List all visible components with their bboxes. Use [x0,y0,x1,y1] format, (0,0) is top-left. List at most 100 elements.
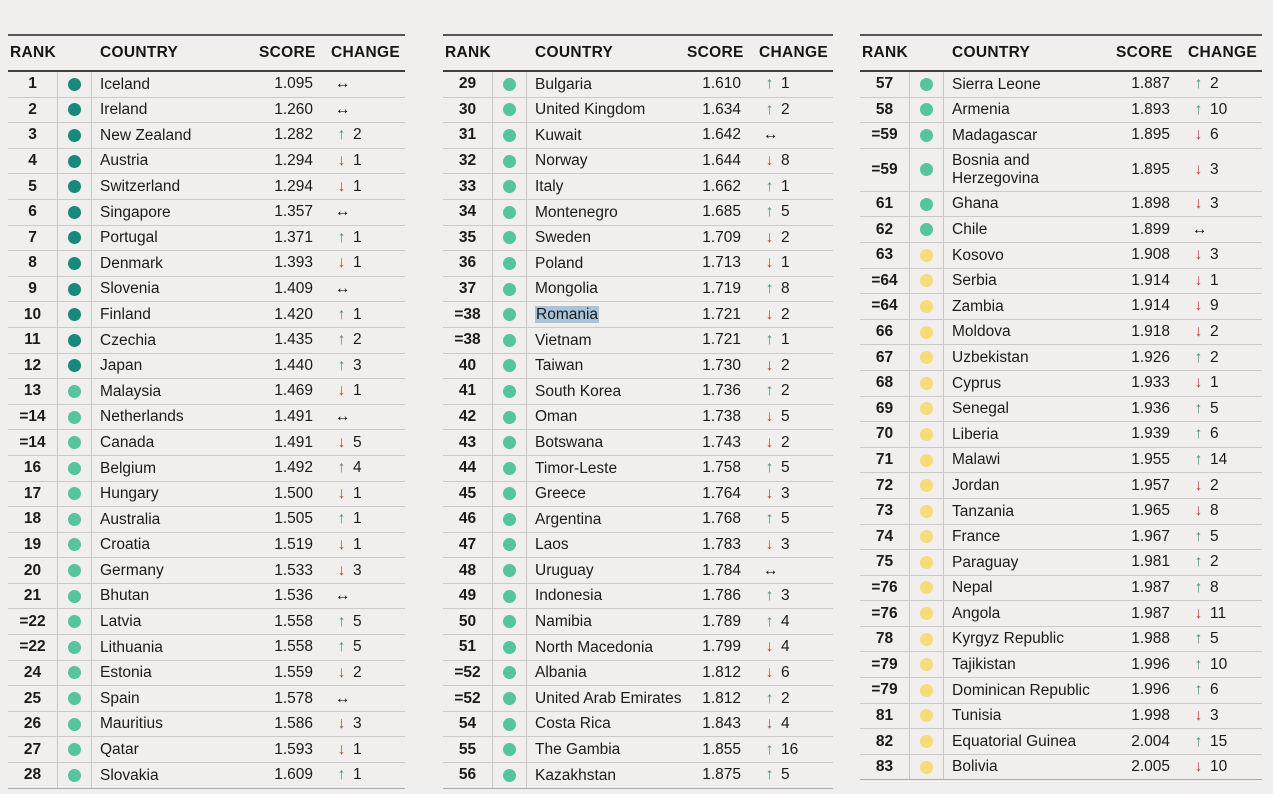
country-cell: Indonesia [527,584,687,609]
table-row: =52 United Arab Emirates 1.812 ↑ 2 [443,685,833,711]
rank-change-value: 1 [1210,374,1219,392]
rank-cell: 75 [860,550,910,575]
peace-tier-dot [920,479,933,493]
country-label: Malawi [952,451,1001,469]
tier-dot-cell [58,763,92,788]
rank-down-arrow-icon: ↓ [337,254,346,272]
rank-cell: 74 [860,524,910,550]
country-cell: Bhutan [92,584,259,609]
peace-tier-dot [68,205,81,219]
rank-change-value: 3 [781,535,790,553]
country-label: Costa Rica [535,715,611,733]
tier-dot-cell [910,550,944,575]
peace-tier-dot [503,205,516,219]
peace-tier-dot [68,359,81,373]
score-cell: 1.420 [274,305,313,323]
tier-dot-cell [493,174,527,199]
country-cell: United Kingdom [527,98,687,123]
country-cell: Ireland [92,98,259,123]
country-cell: Serbia [944,269,1116,294]
rank-change-value: 3 [1210,195,1219,213]
tier-dot-cell [58,72,92,97]
tier-dot-cell [58,711,92,737]
change-cell: ↑ 10 [1186,652,1262,677]
peace-tier-dot [503,743,516,757]
country-label: Switzerland [100,177,181,195]
change-cell: ↓ 1 [1186,269,1262,294]
rank-change-value: 5 [1210,399,1219,417]
change-cell: ↑ 5 [1186,397,1262,422]
score-cell: 1.609 [274,766,313,784]
tier-dot-cell [910,319,944,345]
change-column-header: CHANGE [1188,44,1257,61]
change-cell: ↓ 1 [757,251,833,276]
peace-tier-dot [920,683,933,697]
peace-tier-dot [920,735,933,749]
change-cell: ↑ 4 [757,609,833,634]
rank-change-value: 4 [781,715,790,733]
score-cell: 1.500 [274,484,313,502]
table-row: 40 Taiwan 1.730 ↓ 2 [443,352,833,379]
table-row: 74 France 1.967 ↑ 5 [860,523,1262,550]
peace-tier-dot [503,436,516,450]
change-cell: ↑ 5 [757,763,833,788]
tier-dot-cell [493,404,527,430]
rank-change-value: 1 [353,740,362,758]
country-cell: Kosovo [944,243,1116,268]
country-label: Kazakhstan [535,766,616,784]
change-cell: ↔ [329,405,405,430]
rank-cell: 8 [8,251,58,276]
country-cell: Mauritius [92,712,259,737]
score-cell: 1.721 [702,331,741,349]
rank-cell: 82 [860,729,910,754]
rank-change-value: 2 [353,663,362,681]
score-cell: 1.998 [1131,706,1170,724]
peace-tier-dot [503,308,516,322]
peace-tier-dot [68,487,81,501]
score-cell: 1.987 [1131,604,1170,622]
tier-dot-cell [58,302,92,327]
rank-up-arrow-icon: ↑ [337,126,346,144]
score-cell: 1.926 [1131,348,1170,366]
peace-tier-dot [920,197,933,211]
rank-cell: 54 [443,711,493,737]
table-row: =59 Bosnia and Herzegovina 1.895 ↓ 3 [860,147,1262,191]
rank-cell: 29 [443,72,493,97]
rank-cell: =64 [860,294,910,319]
rank-change-value: 5 [781,766,790,784]
change-cell: ↓ 10 [1186,755,1262,780]
rank-change-value: 3 [1210,246,1219,264]
table-row: 67 Uzbekistan 1.926 ↑ 2 [860,344,1262,370]
peace-tier-dot [68,640,81,654]
rank-unchanged-arrow-icon: ↔ [335,203,351,221]
score-cell: 1.736 [702,382,741,400]
change-cell: ↔ [329,200,405,225]
peace-tier-dot [920,103,933,117]
tier-dot-cell [58,660,92,686]
rank-change-value: 16 [781,740,799,758]
country-label: South Korea [535,382,622,400]
country-column-header: COUNTRY [535,44,614,61]
country-label: Uzbekistan [952,348,1029,366]
country-cell: Zambia [944,294,1116,319]
rank-cell: =76 [860,575,910,601]
score-cell: 1.730 [702,356,741,374]
peace-tier-dot [68,410,81,424]
rank-cell: 34 [443,199,493,225]
country-label: United Arab Emirates [535,689,682,707]
tier-dot-cell [493,72,527,97]
tier-dot-cell [910,217,944,242]
rank-cell: =22 [8,635,58,660]
country-cell: Timor-Leste [527,456,687,481]
change-cell: ↑ 1 [329,507,405,532]
rank-cell: 5 [8,174,58,199]
change-cell: ↓ 1 [329,174,405,199]
tier-dot-cell [910,294,944,319]
rank-cell: 33 [443,174,493,199]
peace-tier-dot [920,453,933,467]
peace-tier-dot [503,461,516,475]
peace-tier-dot [68,717,81,731]
country-cell: Canada [92,430,259,455]
peace-tier-dot [68,768,81,782]
country-label: Japan [100,357,143,375]
